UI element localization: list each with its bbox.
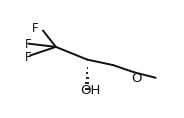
Text: F: F bbox=[25, 51, 32, 64]
Text: OH: OH bbox=[80, 84, 100, 97]
Text: O: O bbox=[131, 72, 142, 85]
Text: F: F bbox=[32, 22, 39, 35]
Text: F: F bbox=[24, 38, 31, 51]
